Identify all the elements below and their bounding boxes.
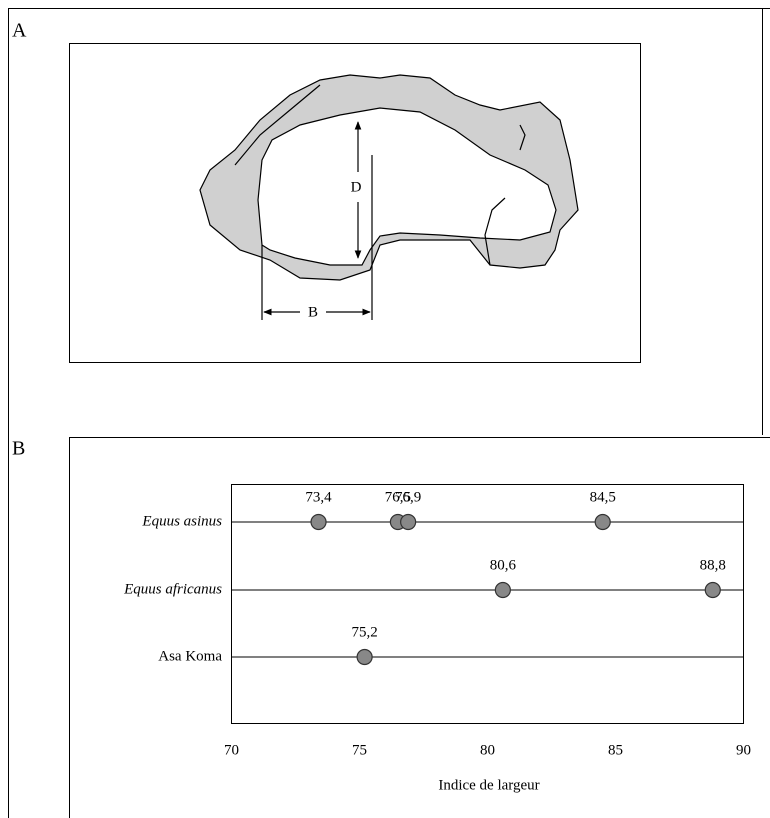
value-label: 76,9 bbox=[395, 489, 421, 505]
bone-diagram bbox=[199, 74, 579, 320]
x-tick-label: 75 bbox=[352, 742, 367, 758]
dot bbox=[310, 513, 327, 531]
dot bbox=[494, 581, 511, 599]
value-label: 73,4 bbox=[305, 489, 332, 505]
dot bbox=[594, 513, 611, 531]
value-label: 84,5 bbox=[590, 489, 616, 505]
panel-label: A bbox=[12, 20, 27, 42]
diagram-label: D bbox=[351, 179, 362, 195]
panel-a-box bbox=[69, 43, 641, 363]
row-label: Asa Koma bbox=[158, 648, 222, 664]
plot-area bbox=[231, 484, 744, 724]
dot bbox=[356, 648, 373, 666]
x-tick-label: 80 bbox=[480, 742, 495, 758]
dot bbox=[704, 581, 721, 599]
row-label: Equus asinus bbox=[141, 513, 222, 529]
frame bbox=[8, 8, 770, 818]
panel-b-box bbox=[69, 437, 770, 818]
value-label: 88,8 bbox=[700, 557, 726, 573]
dot bbox=[400, 513, 417, 531]
x-tick-label: 85 bbox=[608, 742, 623, 758]
diagram-label: B bbox=[308, 304, 318, 320]
x-tick-label: 70 bbox=[224, 742, 239, 758]
value-label: 76,5 bbox=[385, 489, 411, 505]
panel-label: B bbox=[12, 438, 25, 460]
row-label: Equus africanus bbox=[123, 581, 222, 597]
x-axis-title: Indice de largeur bbox=[438, 777, 539, 793]
x-tick-label: 90 bbox=[736, 742, 751, 758]
value-label: 75,2 bbox=[351, 624, 377, 640]
value-label: 80,6 bbox=[490, 557, 517, 573]
